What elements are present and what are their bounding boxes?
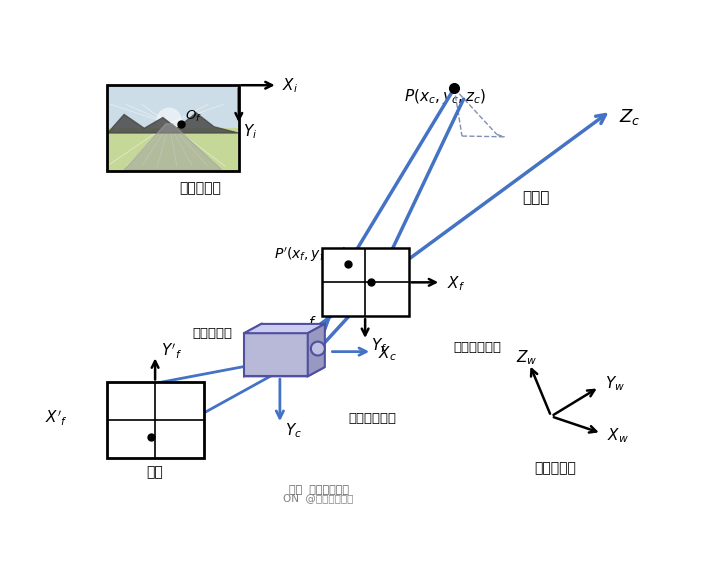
Text: $P'(x_f,y_f,z_f)$: $P'(x_f,y_f,z_f)$: [274, 245, 348, 263]
Text: 主光轴: 主光轴: [522, 190, 549, 205]
Text: $X_i$: $X_i$: [282, 76, 298, 94]
Circle shape: [311, 341, 325, 356]
Text: $Z_w$: $Z_w$: [516, 348, 537, 367]
Text: $Y_w$: $Y_w$: [606, 374, 626, 393]
Text: $X_c$: $X_c$: [377, 344, 396, 362]
Text: $X'_f$: $X'_f$: [45, 409, 68, 428]
Text: $Y_c$: $Y_c$: [285, 421, 302, 439]
Circle shape: [157, 108, 181, 132]
Bar: [107, 85, 239, 171]
Polygon shape: [108, 113, 238, 133]
Bar: [107, 382, 204, 458]
Text: $Y_f$: $Y_f$: [371, 336, 387, 355]
Text: 知乎  自动驾驶之心: 知乎 自动驾驶之心: [289, 485, 348, 495]
Text: $O_f$: $O_f$: [184, 109, 202, 123]
Text: 主光轴中心: 主光轴中心: [192, 327, 233, 340]
Text: $Y'_f$: $Y'_f$: [161, 342, 181, 361]
Polygon shape: [307, 324, 325, 376]
Text: $\mathbf{O}$: $\mathbf{O}$: [261, 352, 279, 370]
Polygon shape: [244, 324, 261, 376]
Text: $O'_f$: $O'_f$: [156, 431, 176, 448]
Text: $X_w$: $X_w$: [607, 426, 629, 445]
Text: $P(x_c,y_c,z_c)$: $P(x_c,y_c,z_c)$: [404, 86, 486, 105]
Text: ON  @小酒馆燃着灯: ON @小酒馆燃着灯: [284, 493, 354, 503]
Bar: [322, 249, 408, 316]
Polygon shape: [244, 324, 325, 333]
Text: $f$: $f$: [308, 315, 317, 330]
Text: 世界坐标系: 世界坐标系: [534, 461, 576, 476]
Bar: [108, 86, 238, 129]
Text: 像平面坐标系: 像平面坐标系: [454, 340, 501, 353]
Text: $Z_c$: $Z_c$: [618, 107, 640, 127]
Text: 摄像机坐标系: 摄像机坐标系: [349, 412, 397, 425]
Polygon shape: [244, 367, 325, 376]
Text: $X_f$: $X_f$: [447, 274, 465, 293]
Polygon shape: [244, 333, 307, 376]
Text: $Y_i$: $Y_i$: [243, 122, 257, 141]
Text: 倒像: 倒像: [147, 465, 163, 479]
Text: $\mathbf{O_f}$: $\mathbf{O_f}$: [377, 278, 396, 296]
Bar: [108, 129, 238, 171]
Polygon shape: [124, 123, 222, 170]
Text: 图像坐标系: 图像坐标系: [179, 182, 221, 195]
